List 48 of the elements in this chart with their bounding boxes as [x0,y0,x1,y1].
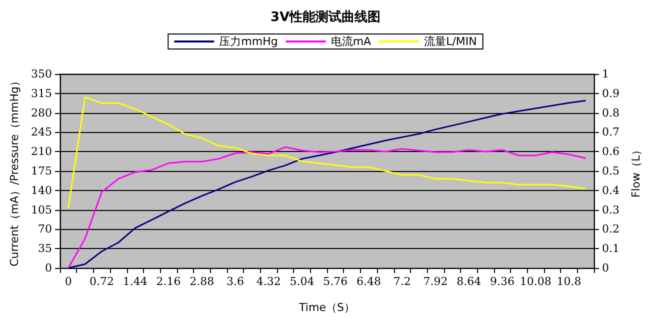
y2-tick-label: 0.6 [602,145,620,158]
y-tick-label: 245 [31,126,52,139]
y2-axis-title: Flow（L） [629,144,642,198]
y-tick-label: 350 [31,68,52,80]
x-tick-label: 1.44 [122,275,148,288]
y2-tick-label: 0.7 [602,126,620,139]
y-tick-label: 210 [31,145,52,158]
x-tick-label: 7.92 [423,275,448,288]
y-tick-label: 175 [31,164,52,178]
x-tick-label: 4.32 [256,275,281,288]
y2-tick-label: 0.9 [602,86,620,100]
x-tick-label: 7.2 [393,275,411,288]
line-series [68,100,586,269]
y2-tick-label: 0.8 [602,106,620,120]
line-series [68,146,586,269]
x-tick-label: 0 [64,275,72,288]
y-tick-label: 0 [45,262,52,274]
x-tick-label: 2.16 [156,275,181,288]
legend-label: 压力mmHg [219,35,278,48]
y2-tick-label: 0 [602,262,609,274]
y-tick-label: 315 [31,86,52,100]
y2-tick-label: 0.4 [602,184,620,197]
y-tick-label: 105 [31,203,52,216]
x-tick-label: 10.8 [556,275,582,288]
y2-tick-label: 1 [602,68,609,80]
y-tick-label: 140 [31,184,52,197]
x-tick-label: 8.64 [456,275,482,288]
legend-label: 流量L/MIN [424,35,477,48]
x-tick-label: 5.76 [323,275,348,288]
x-axis-title: Time（S） [298,301,355,314]
x-tick-label: 10.08 [520,275,552,288]
y-tick-label: 280 [31,106,52,120]
x-tick-label: 0.72 [89,275,114,288]
x-tick-label: 2.88 [190,275,214,288]
x-tick-label: 6.48 [356,275,381,288]
y-tick-label: 35 [38,242,52,256]
y2-tick-label: 0.2 [602,222,620,236]
y-tick-label: 70 [38,222,52,236]
y2-tick-label: 0.3 [602,203,620,216]
chart-title: 3V性能测试曲线图 [270,9,381,25]
x-tick-label: 3.6 [226,275,244,288]
y2-tick-label: 0.1 [602,242,620,256]
y-axis-title: Current（mA）/Pressure（mmHg） [8,76,21,266]
legend-label: 电流mA [330,35,372,48]
x-tick-label: 5.04 [290,275,314,288]
line-series [68,96,586,209]
y2-tick-label: 0.5 [602,164,620,178]
x-tick-label: 9.36 [490,275,514,288]
